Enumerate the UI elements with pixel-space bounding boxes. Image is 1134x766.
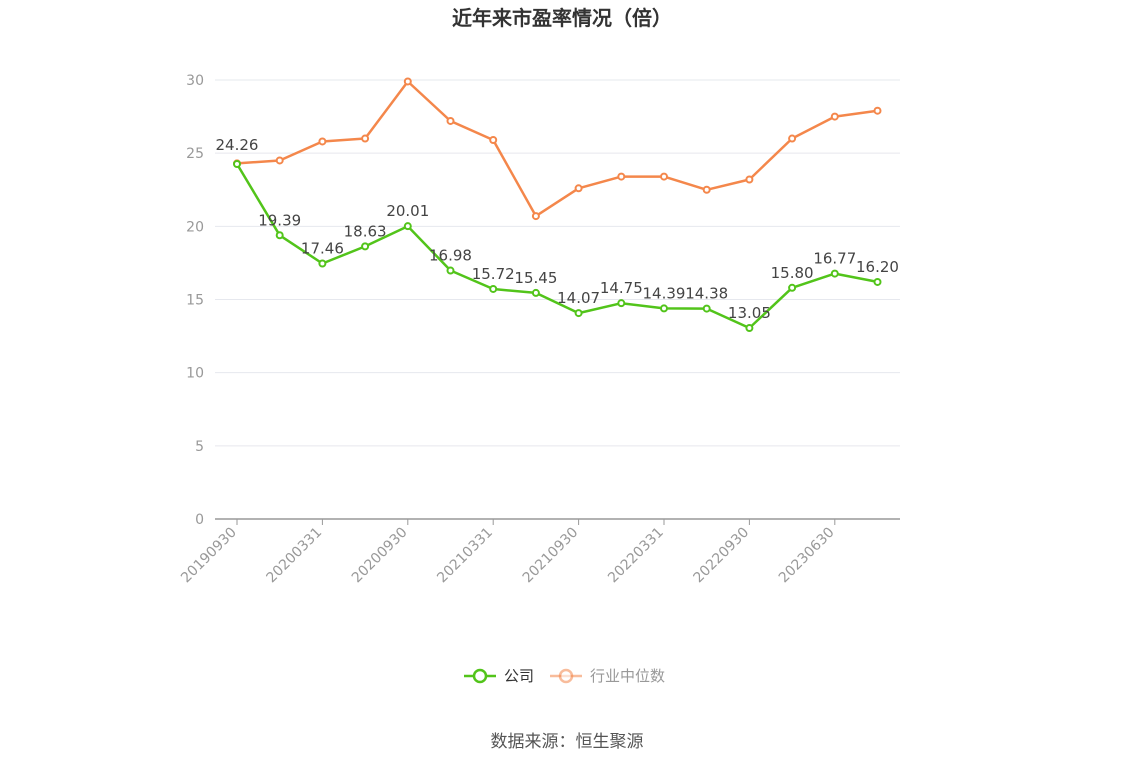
x-tick-label: 20220331 — [605, 525, 667, 587]
legend-marker-company — [472, 668, 488, 684]
data-label: 24.26 — [216, 136, 259, 154]
data-point — [361, 134, 370, 143]
x-tick-label: 20200930 — [349, 525, 411, 587]
y-tick-label: 20 — [186, 219, 204, 235]
data-point — [830, 112, 839, 121]
data-point — [446, 116, 455, 125]
data-point — [403, 222, 412, 231]
legend-marker-industry — [558, 668, 574, 684]
data-point — [403, 77, 412, 86]
data-point — [318, 137, 327, 146]
series-industry — [233, 77, 882, 221]
data-point — [660, 304, 668, 313]
x-tick-label: 20220930 — [691, 525, 753, 587]
y-tick-label: 10 — [186, 366, 204, 382]
data-point — [617, 172, 626, 181]
x-axis: 20190930 20200331 20200930 20210331 20210930… — [178, 518, 900, 587]
data-point — [489, 135, 498, 144]
data-point — [788, 134, 797, 143]
data-point — [318, 259, 327, 268]
y-tick-label: 30 — [186, 73, 204, 89]
legend-label-industry: 行业中位数 — [590, 667, 665, 685]
data-label: 19.39 — [258, 211, 301, 229]
data-point — [788, 283, 797, 292]
y-tick-label: 15 — [186, 293, 204, 309]
data-source: 数据来源：恒生聚源 — [491, 732, 644, 752]
data-point — [745, 324, 754, 333]
data-point — [873, 277, 882, 286]
data-label: 15.45 — [514, 269, 557, 287]
data-point — [745, 175, 754, 184]
data-point — [275, 231, 284, 240]
x-tick-label: 20230630 — [776, 525, 838, 587]
data-point — [489, 284, 498, 293]
data-point — [531, 288, 540, 297]
data-point — [873, 106, 882, 115]
data-label: 15.80 — [771, 264, 814, 282]
legend-item-company[interactable]: 公司 — [464, 667, 534, 685]
data-label: 16.77 — [813, 250, 856, 268]
x-tick-label: 20190930 — [178, 525, 240, 587]
series-line — [235, 163, 878, 330]
legend-label-company: 公司 — [504, 667, 534, 685]
data-point — [574, 309, 583, 318]
data-point — [361, 242, 370, 251]
y-tick-label: 25 — [186, 146, 204, 162]
data-point — [617, 299, 626, 308]
data-label: 16.20 — [856, 258, 899, 276]
legend[interactable]: 公司 行业中位数 — [464, 667, 665, 685]
data-point — [702, 185, 711, 194]
data-point — [446, 266, 455, 275]
series-lines — [233, 77, 882, 333]
data-label: 16.98 — [429, 247, 472, 265]
y-tick-label: 0 — [195, 512, 204, 528]
data-point — [574, 184, 583, 193]
data-point — [830, 269, 839, 278]
data-label: 14.07 — [557, 289, 600, 307]
data-point — [660, 172, 668, 181]
data-label: 14.75 — [600, 279, 643, 297]
data-label: 14.39 — [643, 284, 686, 302]
x-tick-label: 20200331 — [264, 525, 326, 587]
x-tick-label: 20210930 — [520, 525, 582, 587]
data-label: 13.05 — [728, 304, 771, 322]
y-tick-label: 5 — [195, 439, 204, 455]
legend-item-industry[interactable]: 行业中位数 — [550, 667, 665, 685]
data-point — [531, 212, 540, 221]
data-label: 17.46 — [301, 240, 344, 258]
data-point — [702, 304, 711, 313]
y-axis: 0 5 10 15 20 25 30 — [186, 73, 204, 528]
data-point — [275, 156, 284, 165]
grid-lines — [215, 79, 900, 447]
data-label: 14.38 — [685, 285, 728, 303]
series-company — [233, 159, 882, 333]
data-point — [233, 159, 241, 168]
x-tick-label: 20210331 — [434, 525, 496, 587]
chart-title: 近年来市盈率情况（倍） — [452, 6, 672, 30]
data-label: 15.72 — [472, 265, 515, 283]
series-line — [236, 80, 878, 218]
data-label: 20.01 — [386, 202, 429, 220]
data-label: 18.63 — [344, 222, 387, 240]
